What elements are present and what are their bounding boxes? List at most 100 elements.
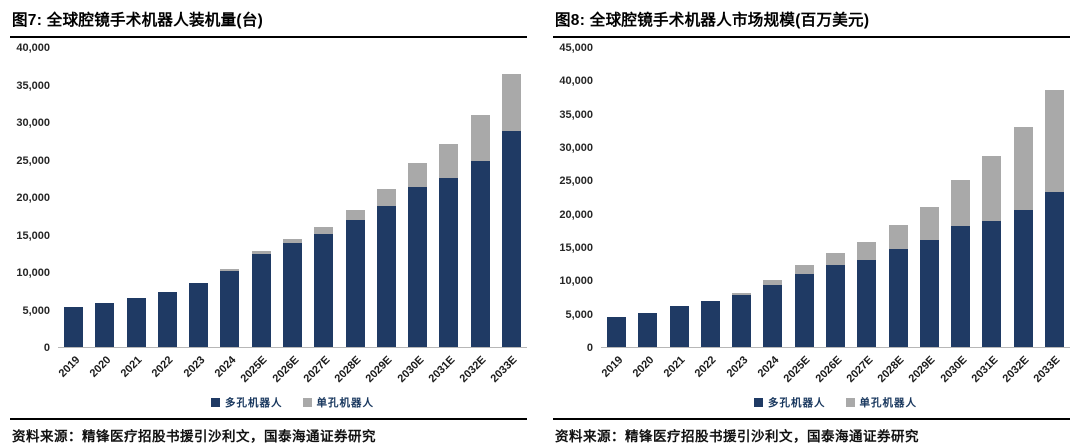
x-tick-label: 2022: [693, 354, 719, 380]
bar-segment-multi-2021: [669, 305, 689, 347]
bar-segment-multi-2033E: [1044, 191, 1064, 347]
x-tick-label: 2030E: [395, 354, 427, 385]
bar-segment-single-2032E: [1013, 127, 1033, 211]
y-tick-label: 40,000: [16, 42, 50, 54]
bar-segment-multi-2021: [126, 297, 146, 347]
bar-segment-single-2027E: [857, 242, 877, 260]
chart-fig8: 0 5,000 10,000 15,000 20,000 25,000 30,000 35,0…: [553, 38, 1070, 409]
chart-plot-row: 0 5,000 10,000 15,000 20,000 25,000 30,000 35,0…: [553, 42, 1070, 385]
plot-area: 2019 2020 2021 2022 2023 2024 2025E 2026E 2027E 2…: [56, 48, 527, 385]
y-tick-label: 5,000: [22, 304, 50, 317]
legend-swatch-icon: [211, 397, 220, 407]
bar-segment-multi-2028E: [888, 249, 908, 347]
chart-title-fig8: 图8: 全球腔镜手术机器人市场规模(百万美元): [553, 4, 1070, 38]
bar-segment-single-2028E: [345, 210, 365, 220]
x-tick-label: 2019: [56, 354, 83, 380]
bar-segment-multi-2020: [95, 302, 115, 347]
bar-segment-single-2028E: [888, 225, 908, 250]
y-tick-label: 20,000: [16, 192, 50, 204]
x-tick-label: 2023: [181, 354, 208, 380]
x-tick-label: 2021: [661, 354, 688, 380]
source-note: 资料来源：精锋医疗招股书援引沙利文，国泰海通证券研究: [555, 429, 919, 444]
x-tick-label: 2025E: [781, 354, 813, 385]
x-tick-label: 2029E: [363, 354, 395, 385]
bar-segment-multi-2031E: [982, 220, 1002, 347]
bar-segment-multi-2029E: [919, 240, 939, 347]
x-tick-label: 2032E: [457, 354, 489, 385]
bar-segment-multi-2019: [64, 306, 84, 347]
bar-segment-multi-2032E: [1013, 210, 1033, 347]
y-axis: 0 5,000 10,000 15,000 20,000 25,000 30,000 35,0…: [553, 42, 601, 354]
y-tick-label: 45,000: [559, 42, 593, 54]
bar-segment-single-2033E: [1044, 89, 1064, 192]
bar-segment-multi-2027E: [857, 259, 877, 347]
bar-segment-multi-2032E: [470, 160, 490, 347]
legend-item-single: 单孔机器人: [302, 395, 375, 410]
bar-segment-single-2025E: [251, 250, 271, 254]
x-tick-label: 2031E: [426, 354, 458, 385]
bar-segment-multi-2028E: [345, 219, 365, 347]
bar-segment-multi-2024: [220, 270, 240, 347]
bar-segment-multi-2022: [157, 291, 177, 347]
chart-title-fig7: 图7: 全球腔镜手术机器人装机量(台): [10, 4, 527, 38]
x-tick-label: 2027E: [301, 354, 333, 385]
bar-segment-multi-2019: [607, 317, 627, 347]
legend-swatch-icon: [754, 397, 763, 407]
legend-item-multi: 多孔机器人: [211, 395, 283, 410]
x-tick-label: 2027E: [844, 354, 876, 385]
bar-segment-single-2032E: [470, 115, 490, 161]
x-tick-label: 2033E: [488, 354, 520, 385]
bar-segment-single-2031E: [439, 143, 459, 179]
x-tick-label: 2023: [724, 354, 751, 380]
bar-segment-multi-2024: [763, 284, 783, 347]
bar-segment-multi-2029E: [376, 205, 396, 347]
source-note: 资料来源：精锋医疗招股书援引沙利文，国泰海通证券研究: [12, 429, 376, 444]
x-tick-label: 2019: [599, 354, 626, 380]
y-tick-label: 20,000: [559, 208, 593, 221]
x-tick-label: 2024: [212, 354, 239, 380]
y-axis: 0 5,000 10,000 15,000 20,000 25,000 30,000 35,0…: [10, 42, 58, 354]
legend-swatch-icon: [302, 397, 312, 407]
y-tick-label: 10,000: [559, 275, 593, 288]
source-row: 资料来源：精锋医疗招股书援引沙利文，国泰海通证券研究: [553, 418, 1070, 446]
y-tick-label: 15,000: [559, 242, 593, 254]
panel-fig8: 图8: 全球腔镜手术机器人市场规模(百万美元) 0 5,000 10,000 15,0…: [553, 4, 1070, 446]
bar-segment-single-2029E: [376, 189, 396, 206]
bar-segment-single-2023: [732, 292, 752, 296]
x-tick-label: 2028E: [332, 354, 364, 385]
bar-segment-single-2025E: [794, 265, 814, 274]
x-tick-label: 2024: [755, 354, 782, 380]
x-tick-label: 2026E: [813, 354, 844, 385]
x-tick-label: 2033E: [1031, 354, 1063, 385]
bar-segment-single-2026E: [283, 238, 302, 244]
bar-segment-multi-2026E: [283, 243, 302, 347]
x-tick-label: 2025E: [238, 354, 270, 385]
legend: 多孔机器人 单孔机器人: [58, 395, 527, 409]
x-tick-label: 2020: [630, 354, 657, 380]
legend-label: 单孔机器人: [316, 396, 374, 409]
x-tick-label: 2032E: [1000, 354, 1032, 385]
bar-segment-single-2024: [220, 269, 240, 271]
bar-segment-single-2024: [763, 279, 783, 285]
legend: 多孔机器人 单孔机器人: [601, 395, 1070, 409]
y-tick-label: 0: [586, 342, 593, 354]
y-tick-label: 10,000: [16, 267, 50, 279]
x-tick-label: 2022: [150, 354, 176, 380]
y-tick-label: 0: [43, 342, 50, 354]
y-tick-label: 25,000: [559, 175, 593, 188]
x-tick-label: 2026E: [270, 354, 301, 385]
source-row: 资料来源：精锋医疗招股书援引沙利文，国泰海通证券研究: [10, 418, 527, 446]
bar-segment-multi-2022: [700, 301, 720, 347]
bar-segment-multi-2027E: [314, 234, 334, 347]
panel-fig7: 图7: 全球腔镜手术机器人装机量(台) 0 5,000 10,000 15,000 20…: [10, 4, 527, 446]
y-tick-label: 25,000: [16, 154, 50, 167]
x-tick-label: 2029E: [906, 354, 938, 385]
legend-label: 多孔机器人: [768, 396, 826, 409]
x-tick-label: 2028E: [875, 354, 907, 385]
bar-segment-single-2026E: [826, 253, 845, 266]
legend-item-multi: 多孔机器人: [754, 395, 826, 410]
bar-segment-multi-2020: [638, 313, 658, 347]
y-tick-label: 40,000: [559, 75, 593, 88]
bar-segment-multi-2023: [732, 295, 752, 347]
bar-segment-multi-2025E: [251, 253, 271, 347]
